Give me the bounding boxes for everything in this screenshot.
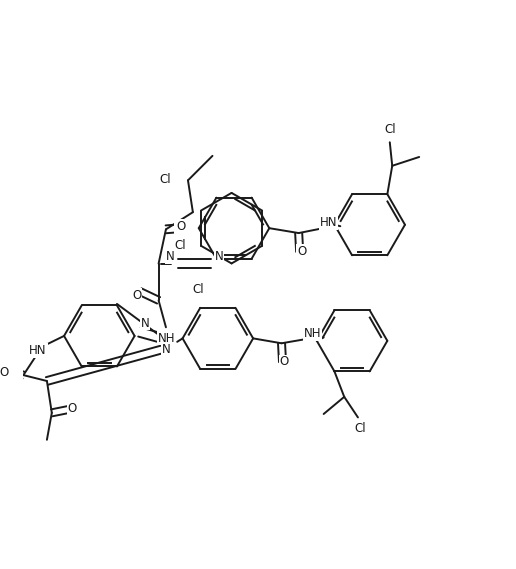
Text: Cl: Cl <box>174 240 186 252</box>
Text: Cl: Cl <box>384 123 396 136</box>
Text: N: N <box>162 343 171 356</box>
Text: Cl: Cl <box>174 222 186 234</box>
Text: Cl: Cl <box>159 173 171 186</box>
Text: N: N <box>166 250 175 263</box>
Text: O: O <box>0 366 8 379</box>
Text: O: O <box>297 245 306 258</box>
Text: N: N <box>215 250 224 263</box>
Text: Cl: Cl <box>354 422 366 435</box>
Text: O: O <box>279 356 288 368</box>
Text: HN: HN <box>320 216 337 229</box>
Text: NH: NH <box>158 332 175 345</box>
Text: O: O <box>68 402 77 415</box>
Text: O: O <box>132 289 141 302</box>
Text: O: O <box>176 220 185 233</box>
Text: NH: NH <box>303 327 321 340</box>
Text: HN: HN <box>29 344 47 357</box>
Text: Cl: Cl <box>192 283 204 296</box>
Text: N: N <box>141 317 150 329</box>
